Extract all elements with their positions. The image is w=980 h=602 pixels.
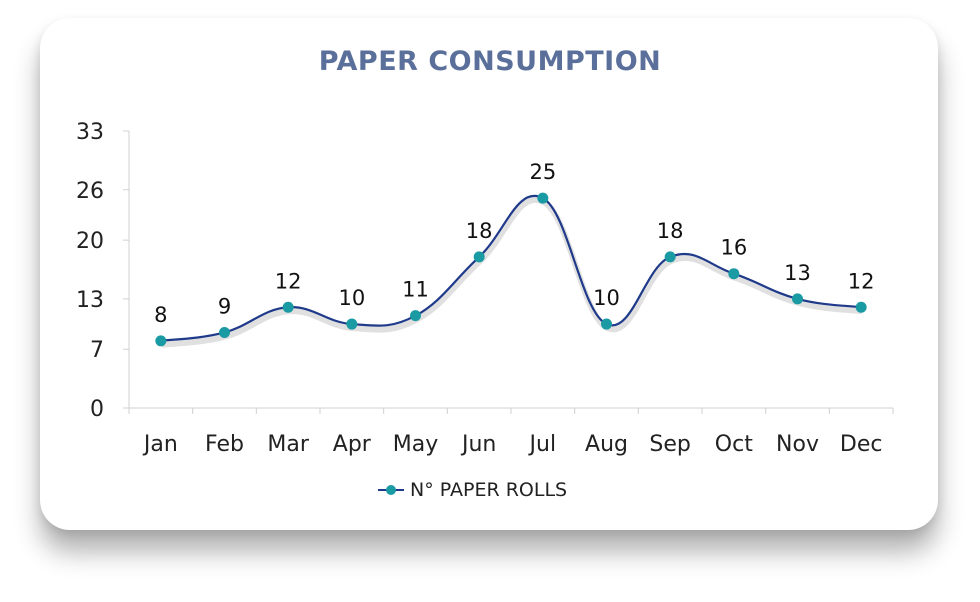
data-label-apr: 10 [338,286,365,310]
x-tick-label: Mar [267,432,309,457]
y-tick-label: 33 [76,120,104,145]
data-label-nov: 13 [784,261,811,285]
data-label-feb: 9 [218,294,231,318]
x-tick-label: Aug [585,432,628,457]
y-tick-label: 7 [90,338,104,363]
data-label-jan: 8 [154,303,167,327]
data-point-apr [346,318,358,330]
data-point-oct [728,268,740,280]
y-tick-label: 20 [76,229,104,254]
data-label-aug: 10 [593,286,620,310]
data-label-oct: 16 [720,236,747,260]
data-label-may: 11 [402,278,429,302]
x-tick-label: Jan [142,432,178,457]
y-tick-label: 26 [76,179,104,204]
data-point-jan [155,335,167,347]
y-tick-label: 0 [90,397,104,422]
x-tick-label: Sep [649,432,690,457]
legend-series-label: N° PAPER ROLLS [410,479,568,501]
data-point-mar [282,301,294,313]
data-point-nov [792,293,803,305]
data-label-sep: 18 [657,219,684,243]
x-tick-label: Jul [528,432,557,457]
legend-series-swatch [376,480,406,500]
x-tick-label: Apr [333,432,372,457]
x-tick-label: Oct [715,432,753,457]
chart-title: PAPER CONSUMPTION [318,46,662,77]
data-point-dec [855,301,867,313]
data-label-mar: 12 [275,269,302,293]
y-tick-label: 13 [76,288,104,313]
x-tick-label: Dec [840,432,883,457]
legend: N° PAPER ROLLS [376,476,567,504]
data-label-jun: 18 [466,219,493,243]
data-point-feb [219,326,230,338]
x-tick-label: May [393,432,438,457]
data-point-jun [473,251,485,263]
x-tick-label: Jun [460,432,496,457]
data-point-may [410,310,421,322]
data-label-dec: 12 [848,269,875,293]
x-tick-label: Nov [776,432,819,457]
series-line-shadow [161,196,863,348]
data-label-jul: 25 [529,160,556,184]
x-tick-label: Feb [205,432,244,457]
data-point-aug [601,318,612,330]
chart-card [40,18,938,530]
data-point-jul [537,192,549,204]
data-point-sep [664,251,676,263]
